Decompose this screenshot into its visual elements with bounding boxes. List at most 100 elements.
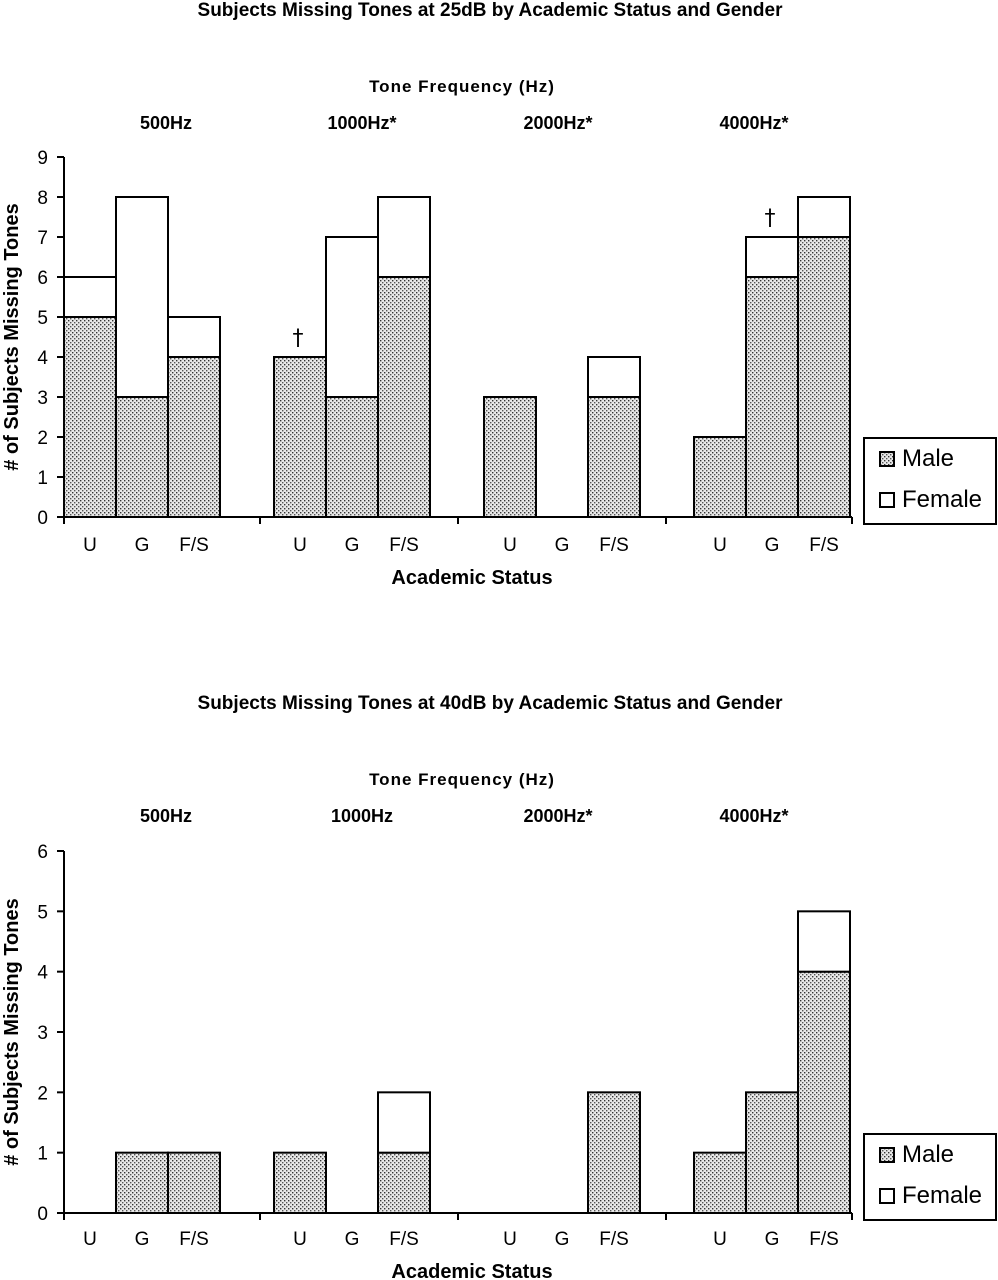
chart-25db: Subjects Missing Tones at 25dB by Academ… bbox=[1, 0, 997, 589]
category-label-g0-1: G bbox=[135, 1229, 150, 1250]
y-tick-label-3: 3 bbox=[37, 1023, 48, 1044]
bar-male-g3-1 bbox=[745, 1091, 799, 1215]
chart-title: Subjects Missing Tones at 25dB by Academ… bbox=[198, 0, 784, 21]
category-label-g1-2: F/S bbox=[389, 1229, 419, 1250]
legend: Male Female bbox=[863, 437, 997, 525]
bar-female-g1-2 bbox=[377, 1091, 431, 1154]
y-tick-label-3: 3 bbox=[37, 388, 48, 409]
bar-male-g0-0 bbox=[63, 316, 117, 518]
legend-swatch-female bbox=[879, 492, 895, 508]
category-label-g3-1: G bbox=[765, 535, 780, 556]
legend-label-female: Female bbox=[902, 1182, 982, 1209]
category-label-g1-2: F/S bbox=[389, 535, 419, 556]
bar-male-g1-1 bbox=[325, 396, 379, 518]
bar-female-g0-0 bbox=[63, 276, 117, 318]
bar-male-g3-0 bbox=[693, 1151, 747, 1214]
bar-male-g0-1 bbox=[115, 396, 169, 518]
bar-male-g0-2 bbox=[167, 1151, 221, 1214]
annotation-dagger-0: † bbox=[293, 326, 304, 351]
category-label-g1-1: G bbox=[345, 535, 360, 556]
legend-swatch-male bbox=[879, 451, 895, 467]
category-label-g0-0: U bbox=[83, 535, 97, 556]
category-label-g3-0: U bbox=[713, 1229, 727, 1250]
chart-40db: Subjects Missing Tones at 40dB by Academ… bbox=[1, 693, 997, 1280]
bar-female-g1-2 bbox=[377, 196, 431, 278]
bar-male-g1-2 bbox=[377, 276, 431, 518]
category-label-g1-0: U bbox=[293, 535, 307, 556]
y-tick-label-2: 2 bbox=[37, 428, 48, 449]
bar-female-g0-1 bbox=[115, 196, 169, 398]
group-label-0: 500Hz bbox=[140, 113, 192, 133]
bar-male-g0-1 bbox=[115, 1151, 169, 1214]
bar-male-g3-1 bbox=[745, 276, 799, 518]
group-label-1: 1000Hz bbox=[331, 806, 393, 826]
category-label-g2-1: G bbox=[555, 1229, 570, 1250]
bar-male-g3-2 bbox=[797, 236, 851, 518]
category-label-g3-0: U bbox=[713, 535, 727, 556]
legend-swatch-male bbox=[879, 1147, 895, 1163]
category-label-g1-1: G bbox=[345, 1229, 360, 1250]
category-label-g2-0: U bbox=[503, 1229, 517, 1250]
y-tick-label-9: 9 bbox=[37, 148, 48, 169]
annotation-dagger-1: † bbox=[765, 206, 776, 231]
y-axis-title: # of Subjects Missing Tones bbox=[1, 203, 23, 470]
x-axis-title: Academic Status bbox=[391, 567, 552, 589]
bar-female-g3-1 bbox=[745, 236, 799, 278]
bar-female-g3-2 bbox=[797, 196, 851, 238]
category-label-g0-0: U bbox=[83, 1229, 97, 1250]
group-label-0: 500Hz bbox=[140, 806, 192, 826]
x-axis-title: Academic Status bbox=[391, 1261, 552, 1280]
category-label-g0-2: F/S bbox=[179, 1229, 209, 1250]
legend-label-male: Male bbox=[902, 1141, 954, 1168]
group-label-1: 1000Hz* bbox=[327, 113, 396, 133]
y-tick-label-0: 0 bbox=[37, 1204, 48, 1225]
group-axis-title: Tone Frequency (Hz) bbox=[369, 77, 555, 96]
bar-male-g3-0 bbox=[693, 436, 747, 518]
bar-male-g1-0 bbox=[273, 1151, 327, 1214]
chart-title: Subjects Missing Tones at 40dB by Academ… bbox=[198, 693, 784, 714]
category-label-g0-2: F/S bbox=[179, 535, 209, 556]
bar-male-g1-0 bbox=[273, 356, 327, 518]
bar-female-g3-2 bbox=[797, 910, 851, 973]
group-axis-title: Tone Frequency (Hz) bbox=[369, 770, 555, 789]
y-tick-label-6: 6 bbox=[37, 268, 48, 289]
bar-female-g1-1 bbox=[325, 236, 379, 398]
y-axis-title: # of Subjects Missing Tones bbox=[1, 898, 23, 1165]
y-tick-label-1: 1 bbox=[37, 1144, 48, 1165]
y-tick-label-6: 6 bbox=[37, 842, 48, 863]
legend-box bbox=[863, 437, 997, 525]
y-tick-label-1: 1 bbox=[37, 468, 48, 489]
bar-male-g3-2 bbox=[797, 970, 851, 1215]
bar-male-g0-2 bbox=[167, 356, 221, 518]
y-tick-label-7: 7 bbox=[37, 228, 48, 249]
y-tick-label-2: 2 bbox=[37, 1083, 48, 1104]
category-label-g3-2: F/S bbox=[809, 535, 839, 556]
category-label-g3-2: F/S bbox=[809, 1229, 839, 1250]
group-label-2: 2000Hz* bbox=[523, 806, 592, 826]
category-label-g2-0: U bbox=[503, 535, 517, 556]
legend-swatch-female bbox=[879, 1188, 895, 1204]
group-label-2: 2000Hz* bbox=[523, 113, 592, 133]
bar-male-g2-2 bbox=[587, 1091, 641, 1215]
legend-label-male: Male bbox=[902, 445, 954, 472]
category-label-g2-2: F/S bbox=[599, 1229, 629, 1250]
category-label-g3-1: G bbox=[765, 1229, 780, 1250]
bar-female-g0-2 bbox=[167, 316, 221, 358]
category-label-g1-0: U bbox=[293, 1229, 307, 1250]
y-tick-label-8: 8 bbox=[37, 188, 48, 209]
bar-male-g2-2 bbox=[587, 396, 641, 518]
y-tick-label-4: 4 bbox=[37, 963, 48, 984]
y-tick-label-5: 5 bbox=[37, 902, 48, 923]
bar-male-g2-0 bbox=[483, 396, 537, 518]
category-label-g2-2: F/S bbox=[599, 535, 629, 556]
group-label-3: 4000Hz* bbox=[719, 113, 788, 133]
y-tick-label-4: 4 bbox=[37, 348, 48, 369]
legend: Male Female bbox=[863, 1133, 997, 1221]
category-label-g0-1: G bbox=[135, 535, 150, 556]
bar-female-g2-2 bbox=[587, 356, 641, 398]
y-tick-label-5: 5 bbox=[37, 308, 48, 329]
y-tick-label-0: 0 bbox=[37, 508, 48, 529]
bar-male-g1-2 bbox=[377, 1151, 431, 1214]
category-label-g2-1: G bbox=[555, 535, 570, 556]
